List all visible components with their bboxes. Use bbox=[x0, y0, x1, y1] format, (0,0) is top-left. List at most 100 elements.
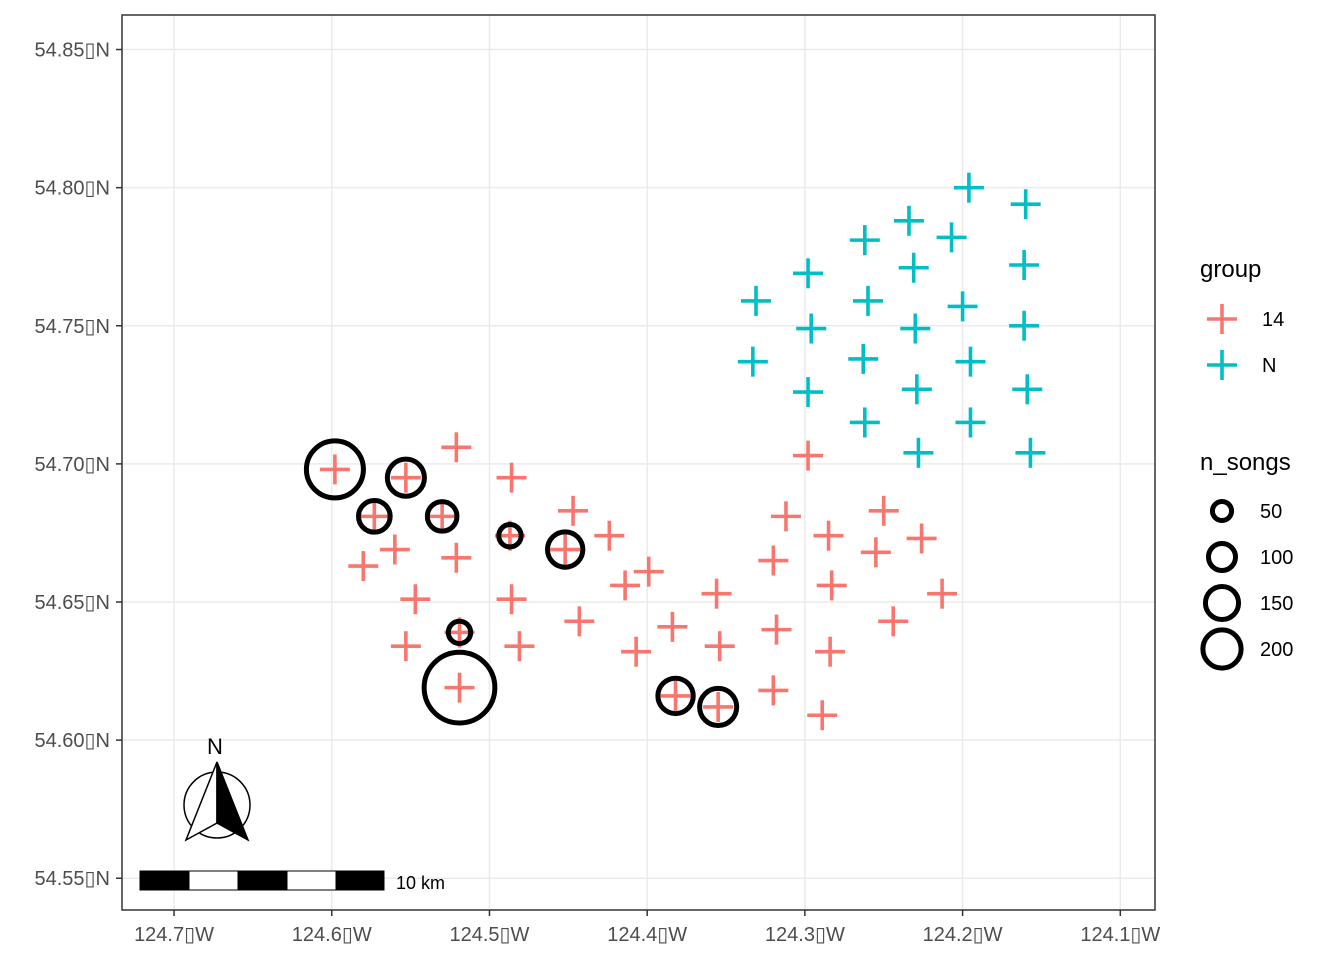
song-circle bbox=[303, 438, 366, 501]
scale-bar-segment bbox=[237, 870, 288, 891]
point-group-14 bbox=[550, 534, 581, 565]
point-group-N bbox=[953, 172, 984, 203]
x-tick-label: 124.3▯W bbox=[765, 924, 845, 946]
point-group-14 bbox=[379, 534, 410, 565]
song-circle bbox=[445, 618, 474, 647]
legend-size-title: n_songs bbox=[1200, 449, 1291, 476]
point-group-14 bbox=[390, 462, 421, 493]
y-tick-label: 54.75▯N bbox=[35, 316, 111, 338]
y-tick-label: 54.70▯N bbox=[35, 454, 111, 476]
scale-bar-segment bbox=[335, 870, 385, 891]
x-tick-label: 124.4▯W bbox=[607, 924, 687, 946]
point-group-14 bbox=[927, 578, 958, 609]
point-group-14 bbox=[496, 462, 527, 493]
point-group-14 bbox=[807, 700, 838, 731]
north-arrow: N bbox=[183, 734, 251, 842]
point-group-N bbox=[903, 437, 934, 468]
song-circle bbox=[496, 522, 524, 550]
plot-points bbox=[319, 172, 1046, 731]
y-tick-label: 54.80▯N bbox=[35, 178, 111, 200]
legend-size-label: 100 bbox=[1260, 547, 1293, 569]
point-group-14 bbox=[504, 631, 535, 662]
song-circle bbox=[544, 529, 586, 570]
y-tick-label: 54.55▯N bbox=[35, 868, 111, 890]
point-group-14 bbox=[594, 520, 625, 551]
north-arrow-label: N bbox=[207, 734, 223, 759]
legend-group-label: 14 bbox=[1262, 309, 1284, 331]
point-group-N bbox=[848, 343, 879, 374]
point-group-N bbox=[955, 346, 986, 377]
point-group-14 bbox=[793, 440, 824, 471]
legend-group-title: group bbox=[1200, 256, 1261, 283]
song-circle bbox=[384, 456, 427, 499]
scale-bar: 10 km bbox=[139, 870, 445, 893]
x-axis: 124.7▯W 124.6▯W 124.5▯W 124.4▯W 124.3▯W 124.2… bbox=[134, 910, 1160, 946]
legend-size-key bbox=[1202, 583, 1242, 623]
point-group-N bbox=[796, 313, 827, 344]
point-group-N bbox=[852, 285, 883, 316]
point-group-14 bbox=[701, 578, 732, 609]
legend-size-label: 50 bbox=[1260, 501, 1282, 523]
point-group-14 bbox=[496, 584, 527, 615]
point-group-14 bbox=[815, 636, 846, 667]
point-group-14 bbox=[770, 501, 801, 532]
y-tick-label: 54.60▯N bbox=[35, 730, 111, 752]
point-group-N bbox=[955, 407, 986, 438]
point-group-14 bbox=[906, 523, 937, 554]
point-group-N bbox=[900, 313, 931, 344]
point-group-14 bbox=[441, 542, 472, 573]
point-group-14 bbox=[816, 570, 847, 601]
song-circle bbox=[655, 675, 696, 717]
song-circle bbox=[697, 685, 740, 729]
point-group-14 bbox=[633, 556, 664, 587]
point-group-14 bbox=[400, 584, 431, 615]
point-group-14 bbox=[427, 501, 458, 532]
legend-size-label: 200 bbox=[1260, 639, 1293, 661]
point-group-N bbox=[849, 407, 880, 438]
point-group-14 bbox=[703, 691, 734, 722]
legend-size-key bbox=[1200, 627, 1244, 671]
point-group-14 bbox=[319, 454, 350, 485]
point-group-14 bbox=[758, 675, 789, 706]
point-group-N bbox=[936, 222, 967, 253]
song-circle bbox=[421, 649, 498, 726]
scale-bar-segment bbox=[188, 870, 239, 891]
legend-group-label: N bbox=[1262, 355, 1276, 377]
x-tick-label: 124.7▯W bbox=[134, 924, 214, 946]
point-group-14 bbox=[813, 520, 844, 551]
legend-size-key bbox=[1205, 540, 1239, 574]
point-group-14 bbox=[660, 680, 691, 711]
point-group-14 bbox=[441, 432, 472, 463]
point-group-14 bbox=[704, 631, 735, 662]
point-group-N bbox=[1010, 189, 1041, 220]
point-group-14 bbox=[621, 636, 652, 667]
point-group-14 bbox=[878, 606, 909, 637]
song-circle bbox=[356, 498, 393, 535]
scale-bar-segment bbox=[286, 870, 337, 891]
song-circle bbox=[424, 499, 460, 534]
point-group-N bbox=[740, 285, 771, 316]
point-group-14 bbox=[359, 501, 390, 532]
point-group-N bbox=[849, 225, 880, 256]
north-arrow-right-half bbox=[216, 761, 250, 842]
legend-group-key bbox=[1207, 350, 1237, 380]
point-group-N bbox=[1012, 374, 1043, 405]
point-group-N bbox=[1009, 249, 1040, 280]
scale-bar-label: 10 km bbox=[396, 873, 445, 893]
legend-group: group 14 N bbox=[1200, 256, 1284, 380]
x-tick-label: 124.6▯W bbox=[292, 924, 372, 946]
song-circles bbox=[303, 438, 740, 729]
point-group-14 bbox=[444, 672, 475, 703]
point-group-14 bbox=[657, 611, 688, 642]
x-tick-label: 124.5▯W bbox=[449, 924, 529, 946]
point-group-N bbox=[1015, 437, 1046, 468]
x-tick-label: 124.2▯W bbox=[923, 924, 1003, 946]
point-group-14 bbox=[761, 614, 792, 645]
point-group-14 bbox=[348, 551, 379, 582]
point-group-N bbox=[1009, 310, 1040, 341]
point-group-N bbox=[893, 205, 924, 236]
x-tick-label: 124.1▯W bbox=[1080, 924, 1160, 946]
point-group-N bbox=[947, 291, 978, 322]
point-group-N bbox=[793, 377, 824, 408]
